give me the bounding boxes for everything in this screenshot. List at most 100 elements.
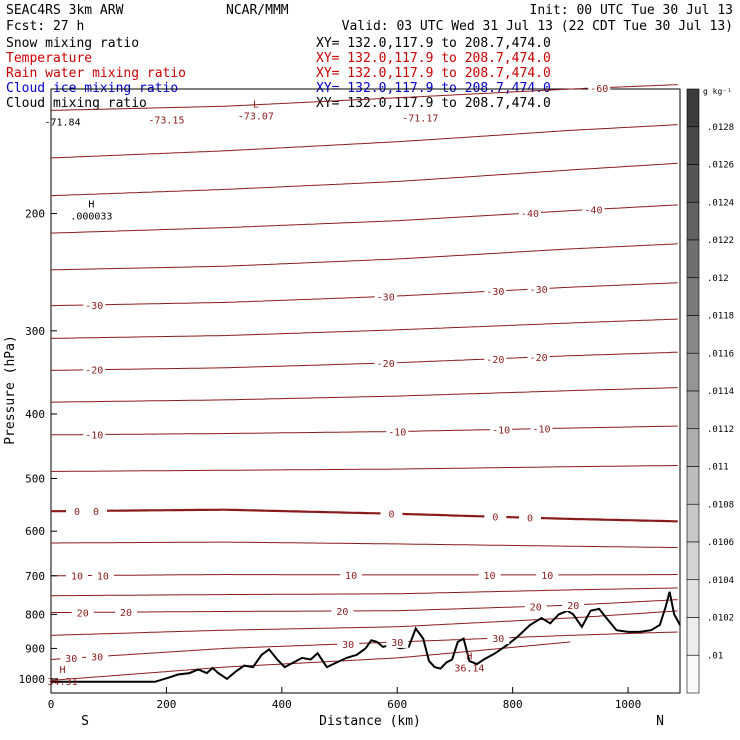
colorbar-unit: g kg⁻¹	[703, 87, 732, 96]
field-xy-cloud: XY= 132.0,117.9 to 208.7,474.0	[316, 96, 551, 111]
x-axis-title: Distance (km)	[319, 714, 421, 729]
terrain-profile	[51, 591, 681, 683]
contour-label: 20	[567, 601, 579, 612]
colorbar-box	[686, 88, 700, 128]
field-name-rain: Rain water mixing ratio	[6, 66, 186, 81]
contour-label: -30	[486, 287, 504, 298]
contour-label: 20	[120, 608, 132, 619]
isotherm--5	[50, 465, 678, 472]
contour-label-group: 20	[71, 606, 94, 619]
contour-label-bg	[524, 600, 547, 613]
plot-area: -60 -40 -40 -30 -30 -30 -30 -20 -20 -20 -20 -10 -10 -…	[19, 81, 681, 711]
contour-label: 20	[77, 608, 89, 619]
isotherm--40	[50, 204, 678, 234]
y-tick-label: 600	[25, 525, 45, 538]
x-tick-label: 0	[48, 698, 55, 711]
contour-label-group: -30	[484, 285, 507, 298]
contour-label-group: -20	[527, 350, 550, 364]
extremum-value: -73.15	[148, 116, 184, 127]
contour-label-bg	[527, 350, 550, 363]
contour-label-bg	[91, 569, 114, 582]
contour-label-bg	[478, 568, 501, 581]
colorbar-label: .0114	[707, 387, 734, 397]
field-xy-rain: XY= 132.0,117.9 to 208.7,474.0	[316, 66, 551, 81]
contour-label-group: -30	[527, 282, 550, 296]
colorbar-label: .0118	[707, 312, 734, 322]
contour-label: -40	[584, 205, 602, 216]
isotherm-15	[51, 587, 678, 597]
contour-label: -20	[85, 366, 103, 377]
contour-label-bg	[386, 425, 409, 438]
contour-label: -30	[85, 301, 103, 312]
contour-label-bg	[588, 81, 611, 94]
contour-label-group: -20	[484, 352, 507, 366]
colorbar-box	[686, 428, 700, 467]
isotherm-25	[50, 610, 678, 636]
isotherm-lines	[50, 84, 678, 681]
isotherm-30	[50, 631, 678, 660]
contour-label-group: -10	[490, 423, 513, 436]
contour-label-bg	[85, 504, 108, 517]
contour-label-bg	[518, 511, 541, 524]
extremum-value: 36.14	[454, 664, 484, 675]
y-tick-label: 800	[25, 608, 45, 621]
extremum-marker: H	[60, 665, 66, 676]
contour-label-bg	[340, 568, 363, 581]
contour-label: 10	[484, 571, 496, 582]
contour-label-bg	[115, 606, 138, 619]
contour-label-bg	[331, 604, 354, 617]
contour-labels: -60 -40 -40 -30 -30 -30 -30 -20 -20 -20 -20 -10 -10 -…	[60, 81, 611, 665]
contour-label-bg	[484, 510, 507, 523]
colorbar-box	[686, 126, 700, 165]
contour-label-group: -20	[83, 363, 106, 377]
y-tick-label: 500	[25, 472, 45, 485]
colorbar-box	[686, 352, 700, 392]
contour-label-group: -10	[386, 425, 409, 438]
contour-label-group: 10	[91, 569, 114, 582]
contour-label: 10	[541, 571, 553, 582]
colorbar-label: .0102	[707, 614, 734, 624]
colorbar-label: .0124	[707, 198, 734, 208]
isotherm--15	[50, 387, 678, 403]
contour-label: -40	[521, 209, 539, 220]
contour-label-bg	[86, 650, 109, 663]
contour-label-bg	[380, 507, 403, 520]
x-tick-label: 1000	[615, 698, 642, 711]
y-axis: 200 300 400 500 600 700 800 900 1000	[19, 208, 57, 686]
contour-label: 10	[71, 572, 83, 583]
contour-label-bg	[374, 357, 397, 370]
contour-label: 0	[388, 510, 394, 521]
extrema-annotations: H34.31H36.14H.000033L-73.07-73.15-71.84-…	[44, 99, 484, 688]
contour-label-group: -30	[374, 290, 397, 303]
contour-label-bg	[83, 298, 106, 311]
extremum-value: .000033	[70, 212, 112, 223]
colorbar-label: .0126	[707, 161, 734, 171]
field-name-cloud: Cloud mixing ratio	[6, 96, 147, 111]
contour-label: 30	[342, 640, 354, 651]
contour-label-group: 20	[524, 600, 547, 613]
model-title: SEAC4RS 3km ARW	[6, 3, 124, 18]
colorbar-label: .0128	[707, 123, 734, 133]
contour-label-group: 10	[478, 568, 501, 582]
isotherm--30	[51, 282, 678, 307]
isotherm-10	[50, 574, 678, 577]
plot-frame	[50, 88, 681, 694]
isotherm--60	[50, 84, 678, 111]
contour-label-bg	[83, 428, 106, 441]
contour-label-group: -20	[374, 357, 397, 370]
contour-label-bg	[484, 285, 507, 298]
extremum-marker: H	[88, 200, 94, 211]
forecast-hour: Fcst: 27 h	[6, 19, 84, 34]
contour-label: -60	[590, 84, 608, 95]
colorbar-box	[686, 654, 700, 694]
contour-label-group: 0	[65, 505, 88, 518]
contour-label-bg	[71, 606, 94, 619]
contour-label-bg	[487, 632, 510, 645]
isotherm--10	[50, 425, 678, 436]
colorbar-box	[686, 579, 700, 618]
isotherm--35	[50, 243, 678, 271]
colorbar: g kg⁻¹ .0128 .0126 .0124 .0122 .012 .0118 .011…	[686, 87, 734, 694]
colorbar-box	[686, 503, 700, 543]
contour-label-group: -40	[582, 203, 605, 216]
